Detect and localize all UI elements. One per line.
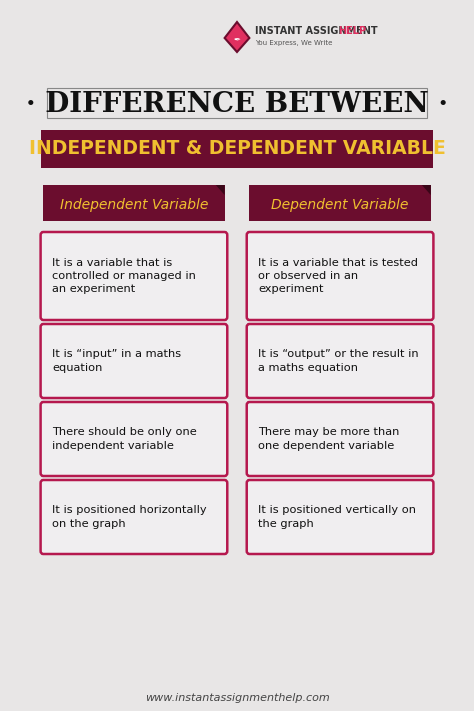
Text: It is positioned vertically on
the graph: It is positioned vertically on the graph <box>258 506 416 528</box>
Text: INDEPENDENT & DEPENDENT VARIABLE: INDEPENDENT & DEPENDENT VARIABLE <box>28 139 446 159</box>
Text: INSTANT ASSIGNMENT: INSTANT ASSIGNMENT <box>255 26 381 36</box>
Polygon shape <box>225 22 249 52</box>
Polygon shape <box>422 185 431 195</box>
FancyBboxPatch shape <box>247 402 433 476</box>
FancyBboxPatch shape <box>41 324 227 398</box>
FancyBboxPatch shape <box>247 324 433 398</box>
Text: www.instantassignmenthelp.com: www.instantassignmenthelp.com <box>145 693 329 703</box>
FancyBboxPatch shape <box>247 232 433 320</box>
FancyBboxPatch shape <box>247 480 433 554</box>
Polygon shape <box>216 185 225 195</box>
Text: It is positioned horizontally
on the graph: It is positioned horizontally on the gra… <box>52 506 207 528</box>
Text: There should be only one
independent variable: There should be only one independent var… <box>52 427 197 451</box>
Text: There may be more than
one dependent variable: There may be more than one dependent var… <box>258 427 400 451</box>
FancyBboxPatch shape <box>43 185 225 221</box>
Text: It is “output” or the result in
a maths equation: It is “output” or the result in a maths … <box>258 349 419 373</box>
Text: ✒: ✒ <box>234 35 240 43</box>
FancyBboxPatch shape <box>249 185 431 221</box>
FancyBboxPatch shape <box>41 480 227 554</box>
Text: Independent Variable: Independent Variable <box>60 198 208 212</box>
FancyBboxPatch shape <box>41 402 227 476</box>
Text: You Express, We Write: You Express, We Write <box>255 40 332 46</box>
Text: It is a variable that is tested
or observed in an
experiment: It is a variable that is tested or obser… <box>258 258 418 294</box>
Text: · DIFFERENCE BETWEEN ·: · DIFFERENCE BETWEEN · <box>26 92 448 119</box>
Text: It is a variable that is
controlled or managed in
an experiment: It is a variable that is controlled or m… <box>52 258 196 294</box>
Text: Dependent Variable: Dependent Variable <box>272 198 409 212</box>
Text: It is “input” in a maths
equation: It is “input” in a maths equation <box>52 349 181 373</box>
Text: HELP: HELP <box>338 26 366 36</box>
FancyBboxPatch shape <box>42 130 432 168</box>
FancyBboxPatch shape <box>41 232 227 320</box>
